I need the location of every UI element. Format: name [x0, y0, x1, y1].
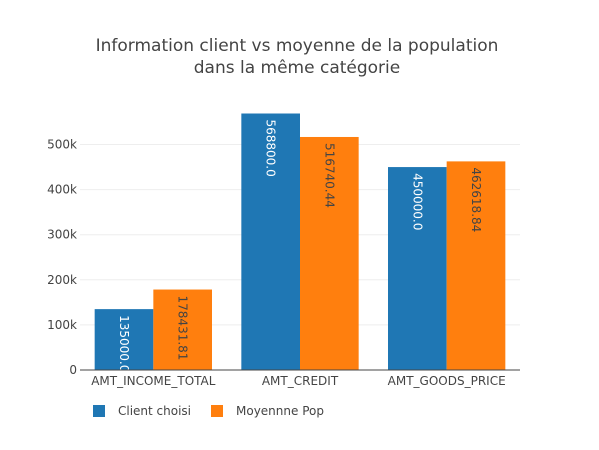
y-tick-label: 0	[69, 363, 77, 377]
bar-value-labels: 135000.0 178431.81 568800.0 516740.44 450000…	[117, 120, 483, 373]
bar-value-label: 516740.44	[322, 143, 336, 208]
x-tick-label: AMT_CREDIT	[262, 374, 339, 388]
bar[interactable]	[300, 136, 359, 370]
legend-swatch-client[interactable]	[93, 405, 105, 417]
bar-value-label: 568800.0	[264, 120, 278, 177]
bar-value-label: 178431.81	[176, 296, 190, 361]
y-tick-label: 200k	[47, 273, 77, 287]
bar[interactable]	[388, 167, 447, 370]
bar[interactable]	[241, 113, 300, 371]
bars	[94, 113, 506, 371]
chart-title-line-1: Information client vs moyenne de la popu…	[96, 36, 499, 56]
bar-value-label: 462618.84	[469, 167, 483, 232]
y-tick-label: 100k	[47, 318, 77, 332]
bar-value-label: 450000.0	[410, 173, 424, 230]
chart-title: Information client vs moyenne de la popu…	[96, 36, 499, 78]
bar[interactable]	[446, 161, 506, 370]
bar[interactable]	[94, 309, 154, 370]
y-tick-label: 400k	[47, 183, 77, 197]
legend-swatch-moyenne[interactable]	[211, 405, 223, 417]
x-tick-label: AMT_INCOME_TOTAL	[91, 374, 216, 388]
bar-value-label: 135000.0	[117, 315, 131, 372]
legend[interactable]: Client choisi Moyennne Pop	[93, 404, 324, 418]
y-tick-label: 300k	[47, 228, 77, 242]
legend-label-client[interactable]: Client choisi	[118, 404, 191, 418]
x-tick-label: AMT_GOODS_PRICE	[388, 374, 506, 388]
y-tick-label: 500k	[47, 138, 77, 152]
chart-title-line-2: dans la même catégorie	[194, 58, 400, 78]
legend-label-moyenne[interactable]: Moyennne Pop	[236, 404, 324, 418]
axes: 0 100k 200k 300k 400k 500k AMT_INCOME_TOTAL AMT…	[47, 138, 520, 388]
bar[interactable]	[153, 289, 212, 370]
